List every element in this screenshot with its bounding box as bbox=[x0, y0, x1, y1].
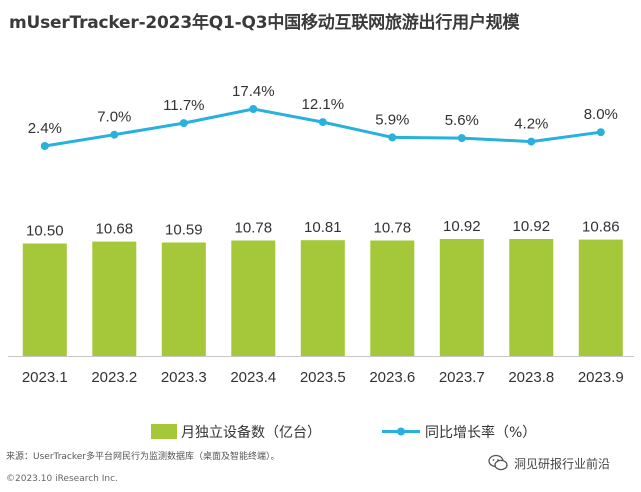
bar-series bbox=[22, 239, 623, 356]
growth-value-label: 5.6% bbox=[445, 112, 479, 129]
legend: 月独立设备数（亿台） 同比增长率（%） bbox=[151, 424, 536, 441]
bar-value-label: 10.68 bbox=[96, 221, 134, 238]
growth-point-2023.1 bbox=[40, 142, 49, 150]
growth-line-series bbox=[40, 105, 605, 150]
growth-value-label: 7.0% bbox=[97, 109, 131, 126]
bar-value-label: 10.86 bbox=[582, 219, 620, 236]
bar-2023.2 bbox=[92, 241, 137, 356]
growth-point-2023.9 bbox=[596, 128, 605, 137]
bar-value-label: 10.50 bbox=[26, 223, 64, 240]
x-tick-label: 2023.2 bbox=[91, 369, 137, 386]
growth-point-2023.7 bbox=[457, 134, 466, 143]
bar-value-label: 10.81 bbox=[304, 219, 342, 236]
bar-2023.6 bbox=[370, 240, 415, 356]
bar-value-label: 10.59 bbox=[165, 222, 203, 239]
x-tick-label: 2023.7 bbox=[439, 369, 485, 386]
x-tick-label: 2023.5 bbox=[300, 369, 346, 386]
growth-value-label: 12.1% bbox=[302, 96, 345, 113]
growth-value-label: 11.7% bbox=[163, 97, 204, 114]
growth-point-2023.3 bbox=[179, 119, 188, 128]
legend-line-label: 同比增长率（%） bbox=[425, 424, 536, 441]
legend-bar-swatch bbox=[151, 424, 177, 439]
bar-2023.5 bbox=[300, 240, 345, 356]
legend-bar-label: 月独立设备数（亿台） bbox=[181, 424, 321, 441]
x-tick-label: 2023.4 bbox=[230, 369, 276, 386]
x-tick-label: 2023.8 bbox=[508, 369, 554, 386]
bar-2023.8 bbox=[509, 239, 554, 356]
x-tick-label: 2023.1 bbox=[22, 369, 68, 386]
growth-point-2023.5 bbox=[318, 118, 327, 127]
bar-2023.9 bbox=[578, 239, 623, 356]
growth-value-label: 8.0% bbox=[584, 106, 618, 123]
growth-value-label: 4.2% bbox=[514, 116, 548, 133]
growth-value-label: 2.4% bbox=[28, 120, 62, 137]
source-note: 来源：UserTracker多平台网民行为监测数据库（桌面及智能终端）。 bbox=[6, 452, 280, 462]
growth-point-2023.6 bbox=[388, 133, 397, 142]
x-tick-label: 2023.6 bbox=[369, 369, 415, 386]
watermark: 洞见研报行业前沿 bbox=[488, 454, 610, 472]
growth-value-labels: 2.4% 7.0% 11.7% 17.4% 12.1% 5.9% 5.6% 4.2% 8.0% bbox=[28, 83, 618, 137]
copyright-note: ©2023.10 iResearch Inc. bbox=[6, 474, 118, 484]
bar-value-label: 10.92 bbox=[443, 218, 481, 235]
wechat-icon bbox=[488, 454, 508, 471]
growth-value-label: 5.9% bbox=[375, 111, 409, 128]
bar-value-label: 10.78 bbox=[235, 220, 273, 237]
watermark-text: 洞见研报行业前沿 bbox=[514, 456, 611, 471]
x-axis-tick-labels: 2023.1 2023.2 2023.3 2023.4 2023.5 2023.6 2023… bbox=[22, 369, 624, 386]
bar-value-label: 10.92 bbox=[513, 218, 551, 235]
growth-value-label: 17.4% bbox=[232, 83, 275, 100]
growth-point-2023.4 bbox=[249, 105, 258, 113]
bar-2023.1 bbox=[22, 243, 67, 356]
x-tick-label: 2023.3 bbox=[161, 369, 207, 386]
bar-value-labels: 10.50 10.68 10.59 10.78 10.81 10.78 10.92 10.92… bbox=[26, 218, 620, 240]
legend-line-marker bbox=[397, 427, 405, 436]
growth-point-2023.8 bbox=[527, 137, 536, 146]
bar-2023.4 bbox=[231, 240, 276, 356]
x-tick-label: 2023.9 bbox=[578, 369, 624, 386]
chart-title: mUserTracker-2023年Q1-Q3中国移动互联网旅游出行用户规模 bbox=[9, 13, 520, 33]
bar-value-label: 10.78 bbox=[374, 220, 412, 237]
bar-2023.3 bbox=[161, 242, 206, 356]
bar-2023.7 bbox=[439, 239, 484, 356]
growth-point-2023.2 bbox=[110, 130, 119, 139]
